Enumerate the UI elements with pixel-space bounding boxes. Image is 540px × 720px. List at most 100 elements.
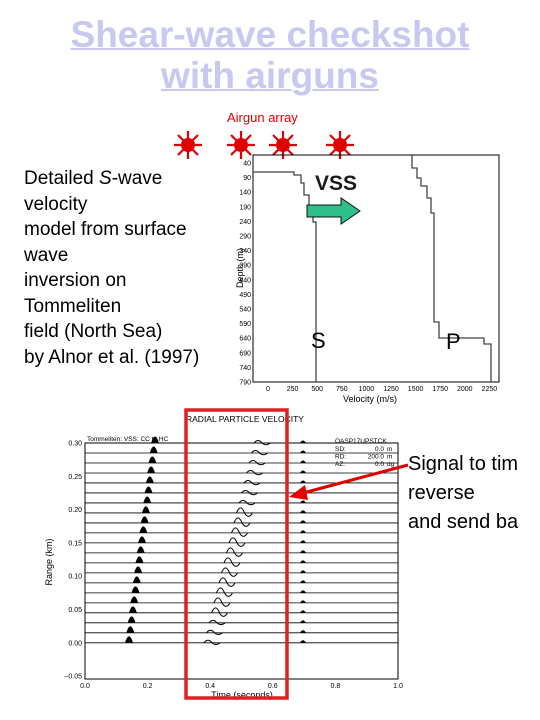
seismo-info-key: AZ:	[335, 461, 345, 468]
velocity-xlabel: Velocity (m/s)	[343, 394, 397, 404]
seismo-ylabel: Range (km)	[44, 538, 54, 585]
seismo-info-value: 0.0	[375, 461, 384, 468]
signal-text: Signal to tim reverse and send ba	[408, 453, 519, 533]
first-arrival-wiggle	[144, 486, 153, 493]
shear-wave-wiggle	[218, 577, 236, 587]
vss-label: VSS	[315, 172, 358, 195]
velocity-ytick-label: 690	[239, 350, 251, 357]
velocity-ytick-label: 490	[239, 292, 251, 299]
first-arrival-wiggle	[148, 456, 157, 463]
shear-wave-wiggle	[206, 629, 223, 636]
late-event-wiggle	[300, 450, 306, 453]
right-arrow-icon	[306, 197, 361, 225]
late-event-wiggle	[300, 500, 306, 503]
first-arrival-wiggle	[134, 566, 143, 573]
shear-wave-wiggle	[233, 517, 251, 527]
velocity-xtick-label: 500	[311, 386, 323, 393]
plot-frame	[252, 154, 500, 383]
seismo-info-id: OASP17UPSTCK	[335, 438, 387, 445]
velocity-xtick-label: 0	[266, 386, 270, 393]
seismo-info-key: SD:	[335, 446, 346, 453]
s-wave-profile	[253, 171, 317, 382]
seismo-ytick-label: 0.25	[68, 474, 82, 481]
first-arrival-wiggle	[126, 626, 135, 633]
first-arrival-wiggle	[132, 576, 141, 583]
first-arrival-wiggle	[136, 546, 145, 553]
velocity-xtick-label: 1000	[359, 386, 375, 393]
first-arrival-wiggle	[127, 616, 136, 623]
seismo-info-unit: dg	[387, 461, 395, 468]
velocity-xtick-label: 2250	[482, 386, 498, 393]
seismo-subtitle: Tommeliten: VSS: CC to HC	[87, 436, 169, 443]
velocity-ytick-label: 540	[239, 307, 251, 314]
seismo-xtick-label: 0.4	[205, 683, 215, 690]
first-arrival-wiggle	[149, 446, 158, 453]
shear-wave-wiggle	[248, 459, 266, 466]
velocity-xtick-label: 1500	[408, 386, 424, 393]
seismo-ytick-label: 0.10	[68, 574, 82, 581]
airgun-icon	[269, 131, 297, 159]
late-event-wiggle	[300, 640, 306, 643]
first-arrival-wiggle	[125, 636, 133, 643]
velocity-ytick-label: 440	[239, 277, 251, 284]
velocity-ytick-label: 790	[239, 380, 251, 387]
seismo-ytick-label: 0.30	[68, 441, 82, 448]
first-arrival-wiggle	[131, 586, 140, 593]
velocity-ytick-label: 140	[239, 190, 251, 197]
pointer-arrow	[302, 463, 409, 495]
velocity-ytick-label: 40	[243, 161, 251, 168]
seismo-info-value: 0.0	[375, 446, 384, 453]
first-arrival-wiggle	[151, 436, 159, 443]
seismo-ytick-label: 0.05	[68, 607, 82, 614]
seismo-info-unit: m	[387, 446, 392, 453]
page-title: Shear-wave checkshot with airguns	[70, 14, 470, 96]
late-event-wiggle	[300, 610, 306, 613]
shear-wave-wiggle	[211, 607, 228, 617]
shear-wave-wiggle	[216, 587, 233, 597]
velocity-xtick-label: 1250	[383, 386, 399, 393]
shear-wave-wiggle	[236, 507, 253, 517]
seismo-xtick-label: 0.2	[143, 683, 153, 690]
seismo-xtick-label: 0.8	[331, 683, 341, 690]
late-event-wiggle	[300, 520, 306, 523]
shear-wave-wiggle	[213, 597, 231, 607]
velocity-xtick-label: 250	[287, 386, 299, 393]
velocity-ytick-label: 90	[243, 175, 251, 182]
seismo-info-key: RD:	[335, 454, 346, 461]
s-wave-label: S	[311, 328, 326, 353]
velocity-ytick-label: 240	[239, 219, 251, 226]
shear-wave-wiggle	[243, 479, 261, 486]
p-wave-label: P	[446, 329, 461, 354]
late-event-wiggle	[300, 540, 306, 543]
seismo-info-value: 200.0	[368, 454, 385, 461]
late-event-wiggle	[300, 620, 306, 623]
seismo-xtick-label: 0.0	[80, 683, 90, 690]
airgun-icon	[326, 131, 354, 159]
first-arrival-wiggle	[135, 556, 144, 563]
shear-wave-wiggle	[226, 547, 243, 557]
seismo-ytick-label: 0.15	[68, 540, 82, 547]
first-arrival-wiggle	[145, 476, 154, 483]
late-event-wiggle	[300, 580, 306, 583]
shear-wave-wiggle	[253, 440, 271, 446]
shear-wave-wiggle	[228, 537, 246, 547]
seismo-ytick-label: 0.00	[68, 640, 82, 647]
velocity-ytick-label: 390	[239, 263, 251, 270]
first-arrival-wiggle	[138, 536, 146, 543]
late-event-wiggle	[300, 600, 306, 603]
airgun-icon	[174, 131, 202, 159]
shear-wave-wiggle	[246, 469, 263, 476]
seismo-xlabel: Time (seconds)	[211, 690, 273, 700]
seismo-ytick-label: 0.20	[68, 507, 82, 514]
shear-wave-wiggle	[221, 567, 238, 577]
late-event-wiggle	[300, 440, 306, 443]
late-event-wiggle	[300, 470, 306, 473]
first-arrival-wiggle	[130, 596, 139, 603]
seismo-xtick-label: 1.0	[393, 683, 403, 690]
first-arrival-wiggle	[147, 466, 156, 473]
seismo-info-unit: m	[387, 454, 392, 461]
velocity-xtick-label: 1750	[432, 386, 448, 393]
shear-wave-wiggle	[238, 499, 256, 506]
first-arrival-wiggle	[128, 606, 137, 613]
